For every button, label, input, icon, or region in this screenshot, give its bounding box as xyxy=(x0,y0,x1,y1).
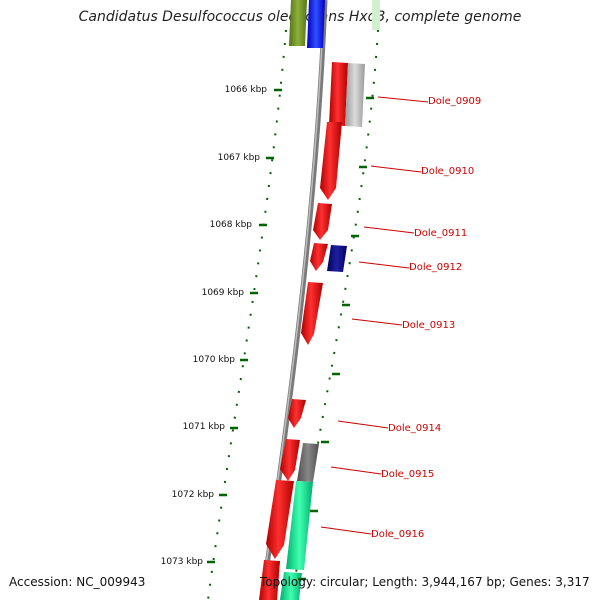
gene-dole-0914[interactable] xyxy=(288,399,306,428)
gene-dole-0911[interactable] xyxy=(313,203,332,240)
ruler-label-1071: 1071 kbp xyxy=(183,422,226,432)
gene-dole-0916-red[interactable] xyxy=(266,480,294,559)
gene-dole-0915[interactable] xyxy=(297,443,319,482)
gene-label-dole-0914[interactable]: Dole_0914 xyxy=(388,423,441,434)
ruler-label-1068: 1068 kbp xyxy=(210,220,253,230)
ruler-label-1072: 1072 kbp xyxy=(172,490,215,500)
gene-bottom-green[interactable] xyxy=(280,572,302,600)
gene-dole-0910[interactable] xyxy=(320,122,342,200)
gene-dole-0916[interactable] xyxy=(286,481,313,570)
gene-dole-0912[interactable] xyxy=(327,245,347,272)
gene-1066-red[interactable] xyxy=(329,62,348,126)
gene-label-dole-0912[interactable]: Dole_0912 xyxy=(409,262,462,273)
gene-label-dole-0909[interactable]: Dole_0909 xyxy=(428,96,481,107)
leader-dole-0916 xyxy=(320,526,372,535)
gene-label-dole-0910[interactable]: Dole_0910 xyxy=(421,166,474,177)
topology-summary: Topology: circular; Length: 3,944,167 bp… xyxy=(260,575,590,589)
gene-olive[interactable] xyxy=(289,0,307,46)
leader-dole-0909 xyxy=(377,96,429,103)
leader-dole-0914 xyxy=(337,420,389,429)
gene-dole-0913[interactable] xyxy=(301,282,323,345)
gene-dole-0912-red[interactable] xyxy=(310,243,328,271)
gene-blue[interactable] xyxy=(307,0,325,48)
ruler-ticks xyxy=(207,88,282,564)
gene-dole-0915-red[interactable] xyxy=(280,439,300,481)
ruler-label-1066: 1066 kbp xyxy=(225,85,268,95)
ruler-label-1067: 1067 kbp xyxy=(218,153,261,163)
leader-dole-0912 xyxy=(358,261,410,269)
leader-dole-0913 xyxy=(351,318,403,326)
accession-label: Accession: NC_009943 xyxy=(9,575,146,589)
ruler-label-1069: 1069 kbp xyxy=(202,288,245,298)
outer-ticks xyxy=(298,96,374,581)
gene-dole-0909[interactable] xyxy=(345,63,365,127)
gene-bottom-red[interactable] xyxy=(259,560,280,600)
ruler-label-1070: 1070 kbp xyxy=(193,355,236,365)
leader-dole-0915 xyxy=(330,466,382,475)
gene-label-dole-0916[interactable]: Dole_0916 xyxy=(371,529,424,540)
gene-label-dole-0913[interactable]: Dole_0913 xyxy=(402,320,455,331)
gene-label-dole-0911[interactable]: Dole_0911 xyxy=(414,228,467,239)
gene-label-dole-0915[interactable]: Dole_0915 xyxy=(381,469,434,480)
ruler-label-1073: 1073 kbp xyxy=(161,557,204,567)
leader-dole-0911 xyxy=(363,226,415,234)
gene-top-light xyxy=(372,0,380,30)
leader-dole-0910 xyxy=(370,165,422,173)
